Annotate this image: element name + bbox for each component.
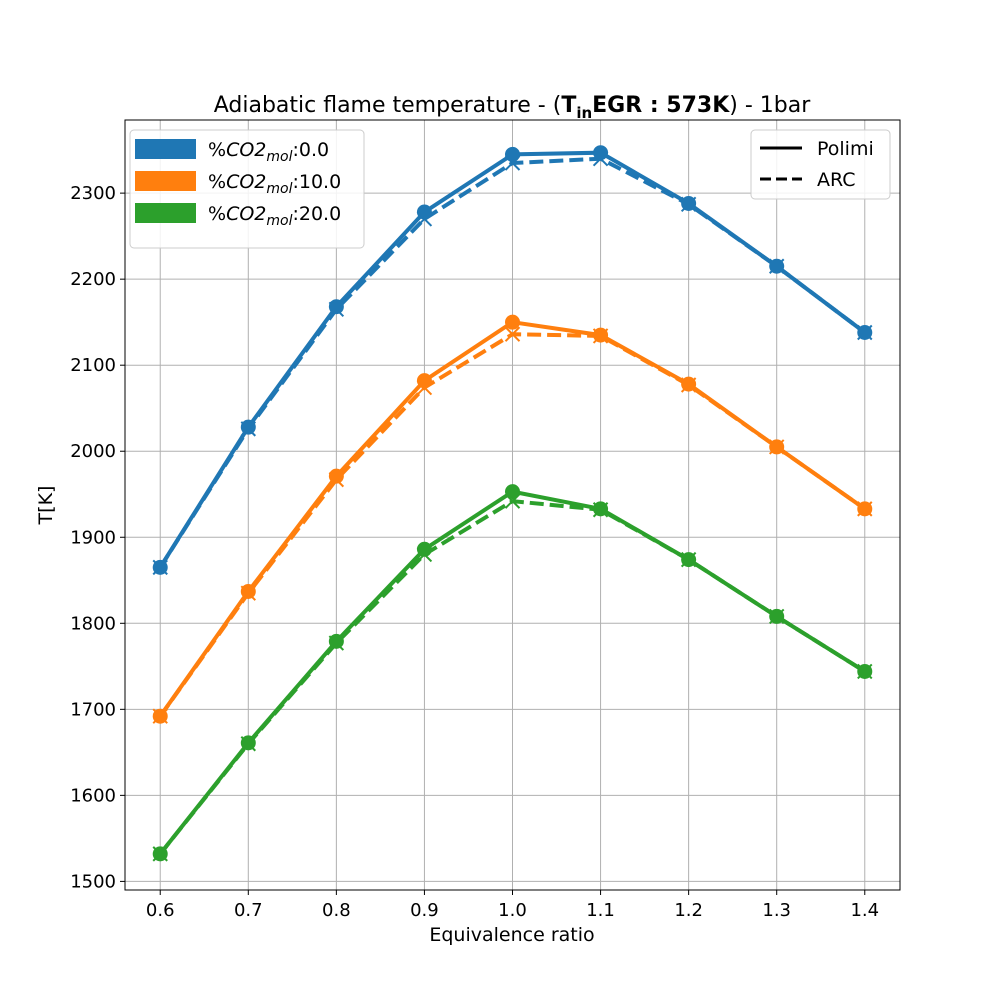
y-axis-label: T[K]	[35, 486, 57, 526]
polimi-point	[681, 552, 697, 568]
polimi-point	[857, 501, 873, 517]
polimi-point	[152, 559, 168, 575]
series-layer	[152, 145, 873, 862]
legend-color-swatch	[135, 203, 196, 223]
polimi-point	[416, 541, 432, 557]
polimi-point	[152, 708, 168, 724]
x-axis: 0.6 0.7 0.8 0.9 1.0 1.1 1.2 1.3 1.4	[146, 890, 879, 921]
y-tick-label: 1700	[70, 699, 116, 720]
polimi-point	[857, 663, 873, 679]
x-tick-label: 1.1	[586, 900, 615, 921]
series-group-1	[152, 314, 873, 724]
polimi-point	[328, 468, 344, 484]
y-tick-label: 2100	[70, 355, 116, 376]
x-tick-label: 1.2	[674, 900, 703, 921]
y-tick-label: 1600	[70, 785, 116, 806]
arc-point-stroke	[504, 326, 521, 342]
series-group-0	[152, 145, 873, 576]
polimi-point	[681, 376, 697, 392]
x-axis-label: Equivalence ratio	[429, 924, 594, 946]
polimi-point	[769, 608, 785, 624]
legend-series-label: %CO2mol:20.0	[208, 203, 341, 229]
polimi-point	[240, 419, 256, 435]
y-tick-label: 1500	[70, 871, 116, 892]
style-legend: Polimi ARC	[750, 129, 891, 200]
x-tick-label: 0.9	[410, 900, 439, 921]
polimi-point	[240, 735, 256, 751]
legend-color-swatch	[135, 139, 196, 159]
x-tick-label: 0.7	[234, 900, 263, 921]
polimi-point	[593, 501, 609, 517]
polimi-point	[152, 846, 168, 862]
polimi-point	[857, 325, 873, 341]
polimi-point	[240, 583, 256, 599]
x-tick-label: 0.8	[322, 900, 351, 921]
polimi-point	[769, 258, 785, 274]
polimi-point	[328, 299, 344, 315]
y-tick-label: 1900	[70, 527, 116, 548]
chart-title: Adiabatic flame temperature - (TinEGR : …	[214, 93, 812, 122]
polimi-point	[505, 314, 520, 330]
legend-style-label: ARC	[817, 169, 856, 191]
polimi-point	[416, 204, 432, 220]
y-tick-label: 1800	[70, 613, 116, 634]
y-tick-label: 2300	[70, 183, 116, 204]
legend-series-label: %CO2mol:0.0	[208, 139, 329, 165]
polimi-point	[416, 373, 432, 389]
polimi-point	[593, 327, 609, 343]
x-tick-label: 0.6	[146, 900, 175, 921]
polimi-point	[328, 633, 344, 649]
y-tick-label: 2200	[70, 269, 116, 290]
legend-color-swatch	[135, 171, 196, 191]
polimi-point	[505, 484, 520, 500]
x-tick-label: 1.4	[850, 900, 879, 921]
series-group-2	[152, 484, 873, 862]
legend-style-label: Polimi	[817, 138, 874, 160]
polimi-point	[505, 146, 520, 162]
arc-point	[504, 326, 521, 342]
polimi-point	[681, 195, 697, 211]
x-tick-label: 1.3	[762, 900, 791, 921]
x-tick-label: 1.0	[498, 900, 527, 921]
color-legend: %CO2mol:0.0 %CO2mol:10.0 %CO2mol:20.0	[129, 129, 365, 249]
polimi-point	[769, 439, 785, 455]
y-axis: 1500 1600 1700 1800 1900 2000 2100 2200 2300	[70, 183, 125, 892]
y-tick-label: 2000	[70, 441, 116, 462]
polimi-point	[593, 145, 609, 161]
legend-series-label: %CO2mol:10.0	[208, 171, 341, 197]
